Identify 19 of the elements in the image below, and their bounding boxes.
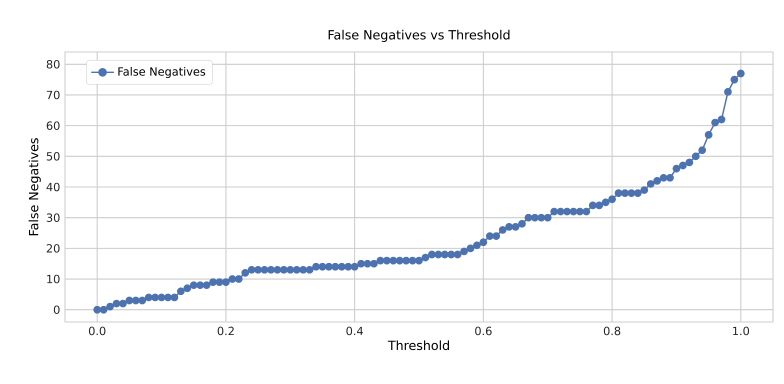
x-tick-label: 0.2 — [218, 326, 234, 336]
chart-title: False Negatives vs Threshold — [328, 30, 510, 42]
x-tick-label: 0.8 — [604, 326, 620, 336]
x-tick-label: 1.0 — [733, 326, 750, 336]
y-axis-title: False Negatives — [28, 138, 41, 236]
y-tick-label: 60 — [46, 121, 60, 130]
y-tick-label: 30 — [46, 213, 60, 222]
legend-label: False Negatives — [118, 67, 206, 78]
y-tick-label: 20 — [46, 244, 60, 253]
x-axis-title: Threshold — [388, 340, 449, 350]
y-tick-label: 10 — [47, 274, 60, 284]
y-tick-label: 0 — [54, 305, 60, 314]
y-tick-label: 40 — [46, 182, 60, 192]
x-tick-label: 0.0 — [88, 326, 106, 336]
y-tick-label: 50 — [46, 152, 60, 161]
y-tick-label: 70 — [46, 90, 60, 100]
y-tick-label: 80 — [46, 60, 60, 69]
x-tick-label: 0.4 — [346, 326, 363, 336]
x-tick-label: 0.6 — [475, 326, 492, 336]
